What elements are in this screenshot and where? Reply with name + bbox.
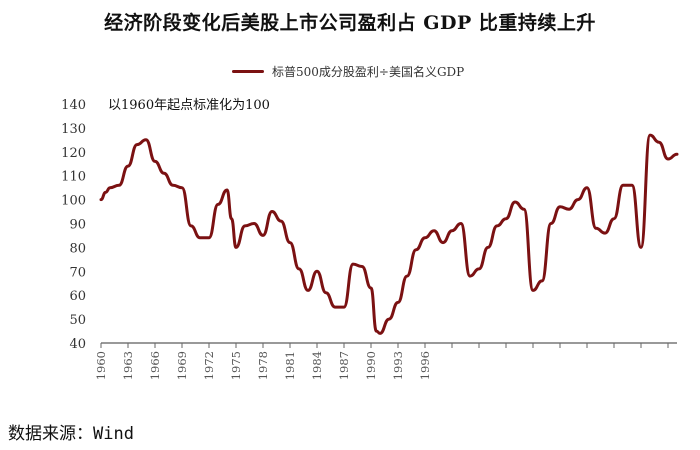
data-source: 数据来源：Wind: [8, 424, 134, 444]
x-tick-label: 1987: [337, 351, 351, 380]
x-tick-label: 1981: [283, 351, 297, 380]
legend: 标普500成分股盈利÷美国名义GDP: [232, 61, 464, 81]
x-tick-label: 1963: [121, 351, 135, 380]
y-tick-label: 130: [61, 122, 86, 137]
y-tick-label: 140: [61, 98, 86, 113]
y-tick-label: 80: [69, 241, 86, 256]
x-tick-label: 1978: [256, 351, 270, 380]
y-tick-label: 90: [69, 218, 86, 233]
x-tick-label: 1966: [148, 351, 162, 380]
x-tick-label: 1993: [391, 351, 405, 380]
y-tick-label: 50: [69, 313, 86, 328]
y-tick-label: 70: [69, 265, 86, 280]
x-tick-label: 1975: [229, 351, 243, 380]
x-tick-label: 1960: [94, 351, 108, 380]
y-tick-label: 110: [61, 170, 86, 185]
x-axis-ticks: 1960 1963 1966 1969 1972 1975 1978 1981 1984 1987…: [94, 343, 669, 380]
y-tick-label: 120: [61, 146, 86, 161]
y-tick-label: 40: [69, 337, 86, 352]
legend-line-swatch: [232, 69, 264, 73]
series-line: [99, 133, 679, 335]
y-tick-label: 60: [69, 289, 86, 304]
chart-title: 经济阶段变化后美股上市公司盈利占 GDP 比重持续上升: [104, 12, 596, 34]
normalization-note: 以1960年起点标准化为100: [108, 98, 270, 113]
x-tick-label: 1972: [202, 351, 216, 380]
legend-label: 标普500成分股盈利÷美国名义GDP: [272, 64, 465, 79]
x-tick-label: 1969: [175, 351, 189, 380]
x-tick-label: 1996: [418, 351, 432, 380]
y-axis-ticks: 40 50 60 70 80 90 100 110 120 130 140: [61, 98, 86, 352]
y-tick-label: 100: [61, 194, 86, 209]
x-tick-label: 1990: [364, 351, 378, 380]
x-tick-label: 1984: [310, 351, 324, 380]
